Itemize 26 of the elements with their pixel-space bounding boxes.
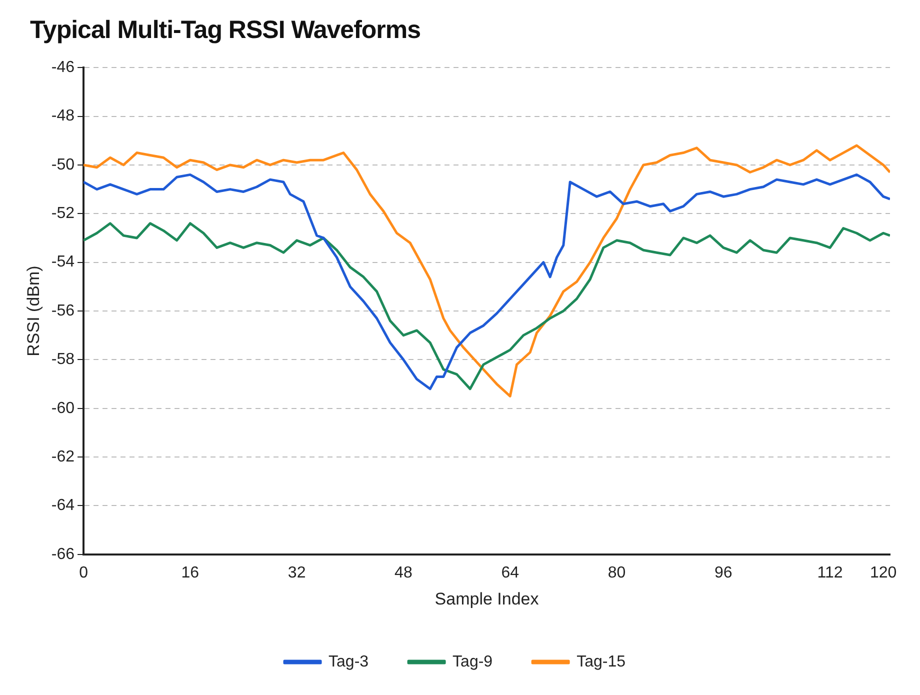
x-tick-label: 96 <box>714 564 732 582</box>
x-axis-title: Sample Index <box>434 589 540 608</box>
x-tick-label: 0 <box>79 564 88 582</box>
y-tick-label: -48 <box>51 108 75 125</box>
y-tick-label: -46 <box>51 59 75 76</box>
y-tick-label: -64 <box>51 497 75 514</box>
chart-title: Typical Multi-Tag RSSI Waveforms <box>30 16 421 45</box>
x-tick-label: 112 <box>817 564 843 582</box>
y-tick-label: -62 <box>51 448 75 466</box>
y-tick-label: -50 <box>51 156 75 174</box>
y-tick-label: -54 <box>51 254 75 271</box>
legend-label: Tag-15 <box>576 653 626 670</box>
x-tick-label: 48 <box>394 564 412 582</box>
y-tick-label: -58 <box>51 351 75 368</box>
legend-label: Tag-3 <box>328 653 369 670</box>
y-axis-title: RSSI (dBm) <box>24 266 43 356</box>
legend-label: Tag-9 <box>452 653 493 670</box>
x-tick-label: 64 <box>501 564 520 582</box>
x-tick-label: 80 <box>608 564 626 582</box>
y-tick-label: -56 <box>51 302 75 320</box>
y-tick-label: -66 <box>51 546 75 563</box>
y-tick-label: -52 <box>51 205 75 222</box>
x-tick-label: 32 <box>288 564 306 582</box>
x-tick-label: 16 <box>181 564 200 582</box>
y-tick-label: -60 <box>51 400 75 417</box>
x-tick-label: 120 <box>870 564 897 582</box>
